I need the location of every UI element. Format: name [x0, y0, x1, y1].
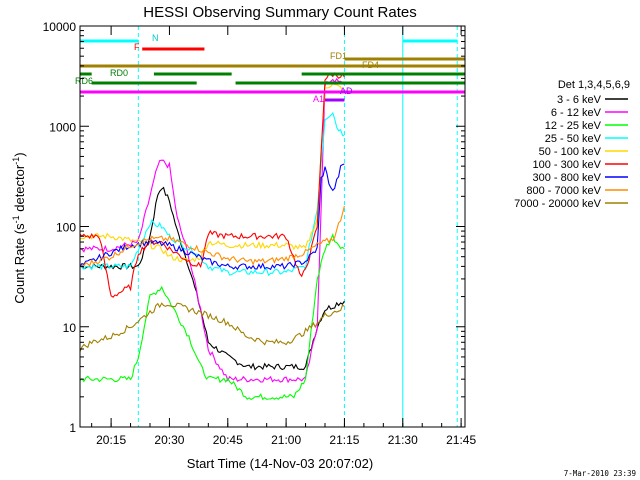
legend-label-0: 3 - 6 keV — [557, 94, 602, 106]
y-tick-label-0: 1 — [69, 421, 76, 435]
x-tick-label-6: 21:45 — [446, 433, 476, 447]
x-tick-label-5: 21:30 — [388, 433, 418, 447]
y-axis-label-mid: detector — [12, 164, 27, 215]
y-axis-label-end: ) — [12, 152, 27, 156]
flag-label-a1: A1 — [313, 94, 324, 104]
chart-title: HESSI Observing Summary Count Rates — [143, 4, 416, 21]
footer-date: 7-Mar-2010 23:39 — [564, 469, 636, 478]
plot-area: N F FD1 FD4 RD0 RD6 AD A1 — [75, 26, 465, 427]
y-axis-label-main: Count Rate (s — [12, 223, 27, 304]
legend-label-1: 6 - 12 keV — [551, 107, 602, 119]
legend-label-5: 100 - 300 keV — [533, 159, 602, 171]
flag-label-rd0: RD0 — [110, 68, 128, 78]
y-axis-label-sup1: -1 — [11, 215, 21, 223]
y-tick-label-2: 100 — [56, 221, 76, 235]
y-axis-label: Count Rate (s-1 detector-1) — [11, 152, 27, 303]
series-line-5 — [79, 72, 345, 298]
series-line-0 — [79, 186, 345, 371]
x-axis-label: Start Time (14-Nov-03 20:07:02) — [187, 456, 373, 471]
flag-label-fd1: FD1 — [330, 51, 347, 61]
series-line-2 — [79, 232, 345, 401]
legend-label-6: 300 - 800 keV — [533, 172, 602, 184]
y-tick-label-1: 10 — [63, 321, 77, 335]
legend-label-8: 7000 - 20000 keV — [514, 198, 602, 210]
series-line-3 — [79, 111, 345, 277]
x-tick-label-3: 21:00 — [271, 433, 301, 447]
flag-label-rd6: RD6 — [75, 76, 93, 86]
legend-label-4: 50 - 100 keV — [539, 146, 602, 158]
x-tick-label-1: 20:30 — [154, 433, 184, 447]
x-tick-label-2: 20:45 — [213, 433, 243, 447]
flag-label-fd4: FD4 — [362, 60, 379, 70]
y-tick-label-4: 10000 — [43, 20, 77, 34]
flag-label-ad: AD — [340, 86, 353, 96]
legend-label-7: 800 - 7000 keV — [526, 185, 601, 197]
flag-label-f: F — [134, 42, 140, 52]
series-line-8 — [79, 302, 345, 352]
y-tick-label-3: 1000 — [49, 120, 76, 134]
y-axis-label-sup2: -1 — [11, 157, 21, 165]
flag-label-n: N — [152, 33, 159, 43]
series-line-6 — [79, 163, 345, 271]
x-tick-label-0: 20:15 — [96, 433, 126, 447]
legend-title: Det 1,3,4,5,6,9 — [558, 79, 630, 91]
series-line-7 — [79, 205, 345, 268]
x-tick-label-4: 21:15 — [329, 433, 359, 447]
axes: 20:15 20:30 20:45 21:00 21:15 21:30 21:45 1 10 10… — [43, 20, 477, 447]
series-line-1 — [79, 77, 345, 384]
legend-label-3: 25 - 50 keV — [545, 133, 602, 145]
legend-label-2: 12 - 25 keV — [545, 120, 602, 132]
series-line-4 — [79, 83, 345, 263]
